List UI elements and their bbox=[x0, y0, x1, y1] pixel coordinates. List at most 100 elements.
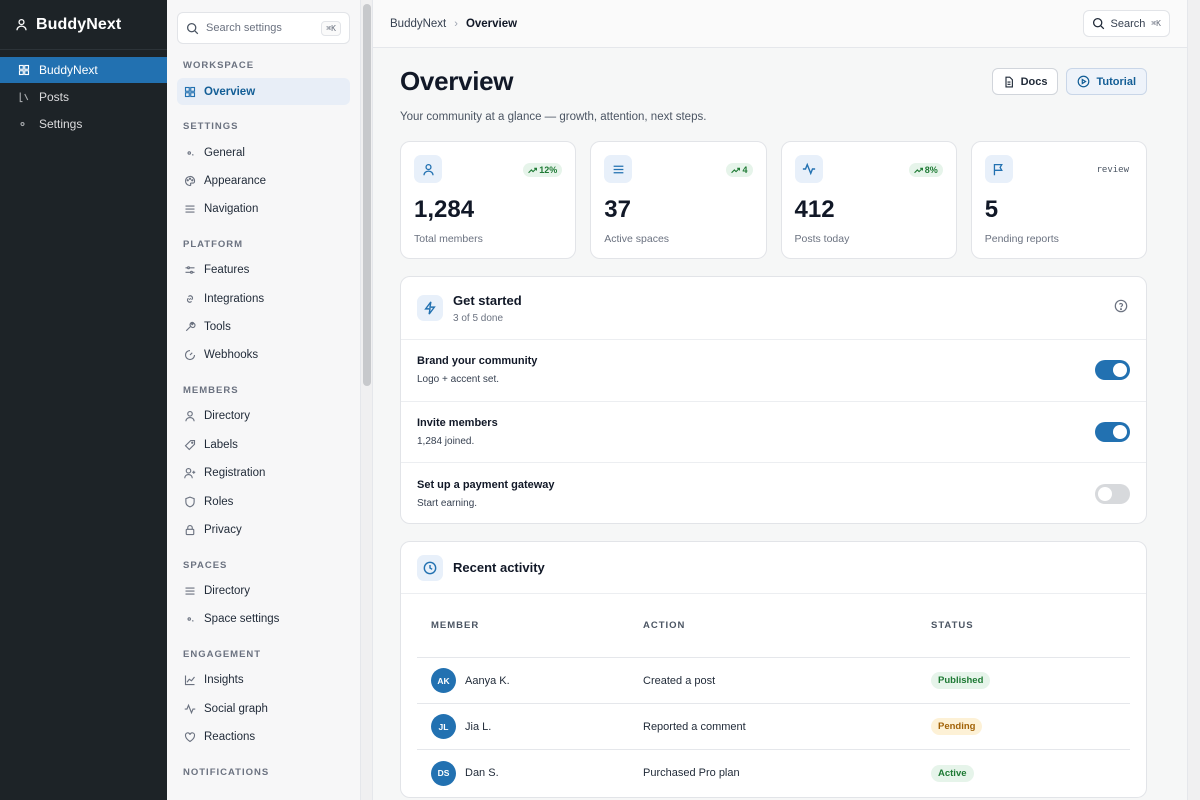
chart-line-icon bbox=[184, 675, 195, 686]
docs-button[interactable]: Docs bbox=[991, 68, 1059, 95]
admin-nav-settings[interactable]: Settings bbox=[0, 111, 167, 137]
page-scrollbar[interactable] bbox=[1187, 0, 1200, 800]
sidebar-item-space-settings[interactable]: Space settings bbox=[177, 606, 350, 633]
card-header: Recent activity bbox=[401, 542, 1146, 594]
admin-nav-label: Settings bbox=[39, 117, 83, 131]
admin-nav-buddynext[interactable]: BuddyNext bbox=[0, 57, 167, 83]
sidebar-item-label: Social graph bbox=[204, 702, 268, 715]
flag-icon bbox=[984, 155, 1013, 183]
sidebar-item-general[interactable]: General bbox=[177, 139, 350, 166]
page-header: Overview Your community at a glance — gr… bbox=[400, 66, 1147, 123]
admin-nav-posts[interactable]: Posts bbox=[0, 84, 167, 110]
stat-card-spaces: 4 37 Active spaces bbox=[590, 141, 767, 259]
sidebar-item-label: Tools bbox=[204, 321, 231, 334]
document-icon bbox=[1005, 76, 1013, 87]
brand[interactable]: BuddyNext bbox=[0, 0, 167, 50]
sidebar-item-tools[interactable]: Tools bbox=[177, 314, 350, 341]
sidebar-item-privacy[interactable]: Privacy bbox=[177, 517, 350, 544]
review-tag[interactable]: review bbox=[1096, 165, 1129, 175]
sidebar-item-roles[interactable]: Roles bbox=[177, 488, 350, 515]
dot-icon bbox=[20, 121, 25, 127]
tutorial-button[interactable]: Tutorial bbox=[1066, 68, 1147, 95]
sidebar-item-label: Navigation bbox=[204, 203, 259, 216]
stats-row: 12% 1,284 Total members 4 37 Active spac… bbox=[400, 141, 1147, 259]
tutorial-label: Tutorial bbox=[1096, 75, 1136, 88]
task-toggle[interactable] bbox=[1095, 421, 1130, 442]
recent-activity-card: Recent activity MEMBER ACTION STATUS AK … bbox=[400, 541, 1147, 798]
task-toggle[interactable] bbox=[1095, 483, 1130, 504]
task-row: Brand your community Logo + accent set. bbox=[401, 340, 1146, 402]
task-title: Brand your community bbox=[417, 355, 538, 368]
brand-name: BuddyNext bbox=[36, 15, 122, 33]
search-placeholder: Search settings bbox=[206, 22, 282, 34]
sidebar-item-directory[interactable]: Directory bbox=[177, 403, 350, 430]
sidebar-item-label: General bbox=[204, 146, 245, 159]
sidebar-item-label: Overview bbox=[204, 85, 256, 98]
status-badge: Published bbox=[931, 672, 991, 689]
play-circle-icon bbox=[1078, 75, 1090, 88]
card-title: Recent activity bbox=[453, 560, 545, 575]
task-title: Invite members bbox=[417, 416, 498, 429]
sidebar-item-label: Labels bbox=[204, 438, 238, 451]
task-toggle[interactable] bbox=[1095, 360, 1130, 381]
sidebar-item-webhooks[interactable]: Webhooks bbox=[177, 342, 350, 369]
stat-value: 37 bbox=[604, 196, 631, 223]
sidebar-item-labels[interactable]: Labels bbox=[177, 431, 350, 458]
sidebar-item-features[interactable]: Features bbox=[177, 257, 350, 284]
user-icon bbox=[16, 18, 27, 31]
sidebar-item-label: Roles bbox=[204, 495, 234, 508]
status-cell: Active bbox=[931, 764, 1130, 782]
shortcut-hint: ⌘K bbox=[1151, 19, 1161, 28]
status-badge: Active bbox=[931, 764, 974, 782]
column-header-status[interactable]: STATUS bbox=[931, 620, 974, 631]
member-cell: AK Aanya K. bbox=[417, 668, 643, 693]
page-title: Overview bbox=[400, 66, 514, 96]
sidebar-item-spaces-directory[interactable]: Directory bbox=[177, 578, 350, 605]
trend-badge: 12% bbox=[523, 163, 563, 177]
settings-search-input[interactable]: Search settings ⌘K bbox=[177, 12, 350, 44]
section-workspace: WORKSPACE bbox=[183, 60, 255, 71]
sidebar-item-reactions[interactable]: Reactions bbox=[177, 724, 350, 751]
sidebar-scrollbar[interactable] bbox=[361, 0, 373, 800]
activity-icon bbox=[794, 155, 823, 183]
sidebar-item-registration[interactable]: Registration bbox=[177, 460, 350, 487]
table-row[interactable]: AK Aanya K. Created a post Published bbox=[417, 658, 1130, 704]
chevron-right-icon: › bbox=[454, 17, 458, 30]
sidebar-item-integrations[interactable]: Integrations bbox=[177, 285, 350, 312]
column-header-member[interactable]: MEMBER bbox=[431, 620, 480, 631]
breadcrumb-root[interactable]: BuddyNext bbox=[390, 17, 447, 30]
activity-icon bbox=[184, 703, 196, 715]
search-icon bbox=[1092, 17, 1104, 30]
global-search-button[interactable]: Search ⌘K bbox=[1082, 10, 1170, 37]
trend-badge: 4 bbox=[726, 163, 753, 177]
sidebar-item-insights[interactable]: Insights bbox=[177, 667, 350, 694]
trend-value: 12% bbox=[539, 165, 558, 175]
sidebar-item-navigation[interactable]: Navigation bbox=[177, 196, 350, 223]
column-header-action[interactable]: ACTION bbox=[643, 620, 686, 631]
task-row: Invite members 1,284 joined. bbox=[401, 402, 1146, 463]
avatar: JL bbox=[431, 714, 456, 739]
stat-card-posts: 8% 412 Posts today bbox=[780, 141, 957, 259]
sidebar-item-social-graph[interactable]: Social graph bbox=[177, 695, 350, 722]
table-row[interactable]: DS Dan S. Purchased Pro plan Active bbox=[417, 750, 1130, 796]
sidebar-item-appearance[interactable]: Appearance bbox=[177, 167, 350, 194]
help-icon[interactable] bbox=[1114, 299, 1128, 313]
dot-icon bbox=[187, 150, 194, 156]
task-row: Set up a payment gateway Start earning. bbox=[401, 463, 1146, 523]
topbar: BuddyNext › Overview Search ⌘K bbox=[373, 0, 1187, 48]
page-subtitle: Your community at a glance — growth, att… bbox=[400, 111, 707, 123]
menu-icon bbox=[185, 587, 195, 595]
scrollbar-thumb[interactable] bbox=[363, 4, 371, 386]
activity-table: MEMBER ACTION STATUS AK Aanya K. Created… bbox=[417, 594, 1130, 796]
shield-icon bbox=[185, 496, 195, 508]
sidebar-item-overview[interactable]: Overview bbox=[177, 78, 350, 105]
task-title: Set up a payment gateway bbox=[417, 478, 555, 491]
stat-label: Total members bbox=[414, 233, 483, 245]
palette-icon bbox=[184, 175, 196, 186]
breadcrumb: BuddyNext › Overview bbox=[390, 18, 1083, 30]
table-row[interactable]: JL Jia L. Reported a comment Pending bbox=[417, 704, 1130, 750]
lightning-icon bbox=[417, 295, 443, 321]
card-title: Get started bbox=[453, 292, 522, 308]
settings-sidebar: Search settings ⌘K WORKSPACE Overview SE… bbox=[167, 0, 361, 800]
member-cell: JL Jia L. bbox=[417, 714, 643, 739]
